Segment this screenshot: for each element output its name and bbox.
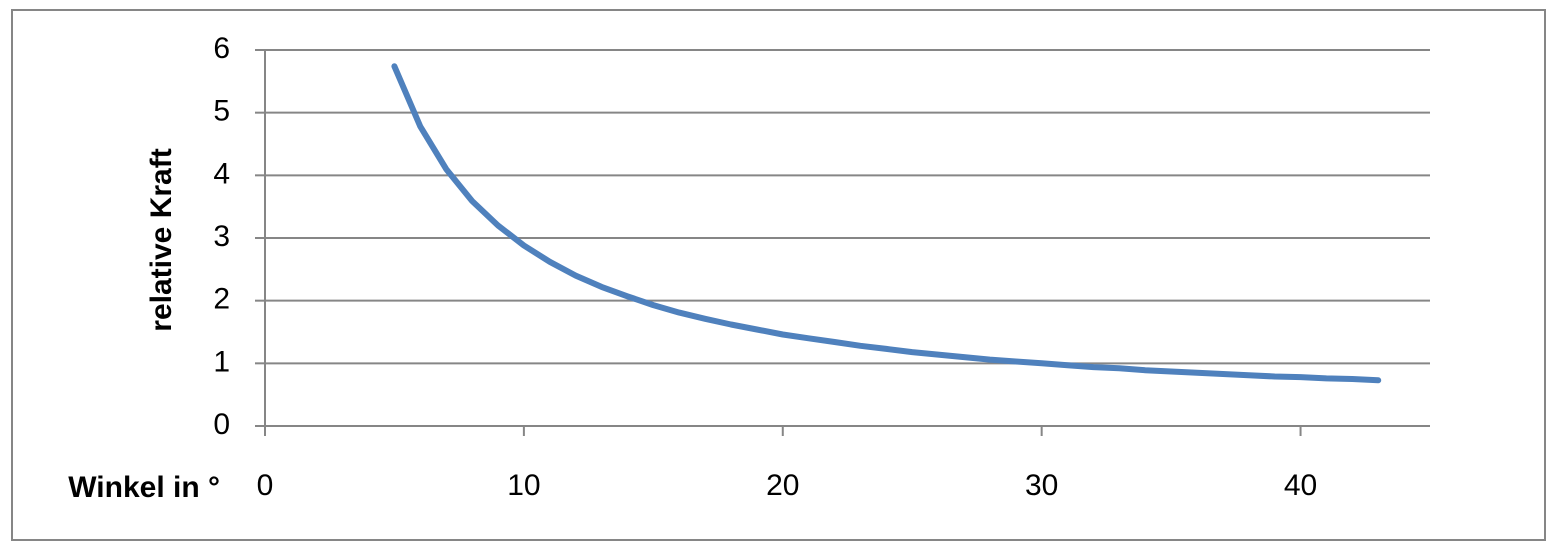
x-axis-label: Winkel in ° — [68, 471, 220, 504]
x-tick-label: 10 — [507, 469, 540, 502]
x-tick-label: 20 — [766, 469, 799, 502]
chart-border — [11, 9, 1546, 541]
x-tick-label: 30 — [1025, 469, 1058, 502]
x-tick-label: 40 — [1284, 469, 1317, 502]
y-tick-label: 4 — [213, 157, 230, 190]
y-tick-label: 0 — [213, 408, 230, 441]
y-tick-label: 6 — [213, 32, 230, 65]
y-tick-label: 1 — [213, 345, 230, 378]
y-tick-label: 5 — [213, 95, 230, 128]
y-tick-label: 3 — [213, 220, 230, 253]
y-axis-label: relative Kraft — [145, 148, 178, 331]
data-line — [391, 63, 1382, 384]
x-tick-label: 0 — [257, 469, 274, 502]
y-tick-label: 2 — [213, 283, 230, 316]
